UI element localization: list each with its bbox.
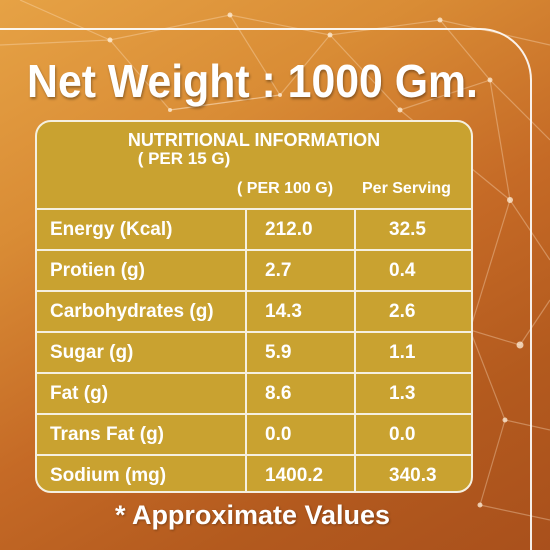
table-subheading: ( PER 15 G) (137, 149, 231, 168)
table-row: Trans Fat (g) 0.0 0.0 (37, 413, 471, 454)
serving-value: 1.1 (389, 341, 416, 363)
nutrient-name: Carbohydrates (g) (50, 300, 214, 322)
table-row: Protien (g) 2.7 0.4 (37, 249, 471, 290)
per100-value: 0.0 (265, 423, 292, 445)
serving-value: 0.0 (389, 423, 416, 445)
nutrient-name: Sodium (mg) (50, 465, 167, 486)
serving-value: 32.5 (389, 218, 426, 240)
table-row: Energy (Kcal) 212.0 32.5 (37, 208, 471, 249)
serving-value: 1.3 (389, 382, 416, 404)
column-header-serving: Per Serving (362, 180, 451, 197)
decorative-frame (0, 28, 532, 550)
per100-value: 14.3 (265, 300, 302, 322)
table-row: Sodium (mg) 1400.2 340.3 (37, 454, 471, 491)
nutrient-name: Trans Fat (g) (50, 423, 165, 445)
per100-value: 5.9 (265, 341, 292, 363)
per100-value: 8.6 (265, 382, 292, 404)
serving-value: 0.4 (389, 259, 416, 281)
table-row: Carbohydrates (g) 14.3 2.6 (37, 290, 471, 331)
per100-value: 212.0 (265, 218, 313, 240)
nutrient-name: Energy (Kcal) (50, 218, 173, 240)
serving-value: 2.6 (389, 300, 416, 322)
table-row: Fat (g) 8.6 1.3 (37, 372, 471, 413)
nutrition-table: NUTRITIONAL INFORMATION ( PER 15 G) ( PE… (35, 120, 473, 493)
column-divider (245, 208, 247, 491)
column-divider (354, 208, 356, 491)
table-row: Sugar (g) 5.9 1.1 (37, 331, 471, 372)
page-title: Net Weight : 1000 Gm. (27, 55, 478, 107)
per100-value: 2.7 (265, 259, 292, 281)
nutrient-name: Fat (g) (50, 382, 109, 404)
column-header-per100: ( PER 100 G) (237, 180, 334, 197)
nutrient-name: Protien (g) (50, 259, 145, 281)
per100-value: 1400.2 (265, 465, 324, 486)
serving-value: 340.3 (389, 465, 437, 486)
footnote: * Approximate Values (114, 500, 391, 530)
table-body: Energy (Kcal) 212.0 32.5 Protien (g) 2.7… (37, 208, 471, 491)
nutrient-name: Sugar (g) (50, 341, 134, 363)
table-heading: NUTRITIONAL INFORMATION (127, 130, 381, 150)
